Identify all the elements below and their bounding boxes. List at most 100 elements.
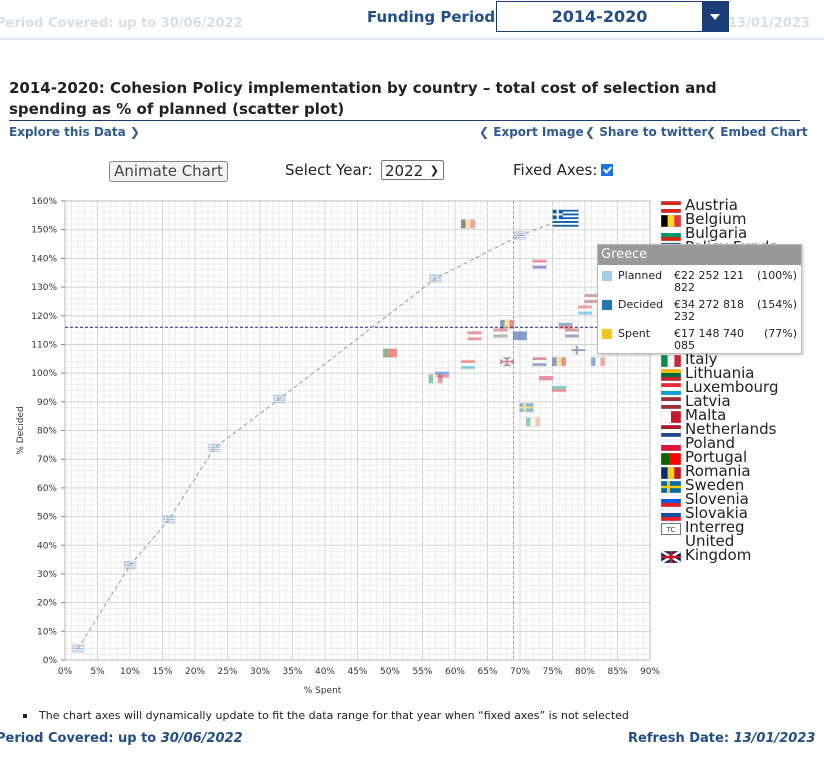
- legend-item-lithuania[interactable]: Lithuania: [658, 364, 824, 382]
- x-tick-label: 80%: [575, 667, 595, 677]
- flag-border: [208, 443, 221, 452]
- flag-field: [513, 331, 527, 341]
- legend-item-latvia[interactable]: Latvia: [658, 392, 824, 410]
- flag-stripe: [163, 517, 175, 519]
- flag-band: [552, 382, 566, 387]
- greece-flag-icon: [273, 394, 286, 404]
- legend-item-luxembourg[interactable]: Luxembourg: [658, 378, 824, 396]
- flag-band: [661, 369, 681, 374]
- flag-canton: [429, 274, 435, 279]
- y-tick-label: 70%: [37, 455, 57, 465]
- legend-item-sweden[interactable]: Sweden: [658, 476, 824, 494]
- share-twitter-link[interactable]: ❮ Share to twitter: [585, 125, 707, 139]
- flag-cross: [124, 563, 129, 564]
- legend-label: Romania: [685, 462, 751, 480]
- legend-flag-group: [661, 397, 681, 409]
- country-point: [525, 417, 541, 427]
- bulgaria-flag-icon: [661, 229, 681, 241]
- hungary-flag-icon: [493, 328, 508, 338]
- legend-item-poland[interactable]: Poland: [658, 434, 824, 452]
- chevron-left-icon: ❮: [479, 125, 490, 139]
- belgium-flag-icon: [661, 215, 681, 227]
- legend-item-malta[interactable]: Malta: [658, 406, 824, 424]
- portugal-flag-icon: [661, 453, 681, 465]
- legend-label: United: [685, 532, 735, 550]
- y-tick-label: 0%: [43, 656, 58, 666]
- flag-band: [552, 388, 566, 393]
- legend-label: Lithuania: [685, 364, 755, 382]
- flag-band: [532, 360, 547, 364]
- legend-item-slovenia[interactable]: Slovenia: [658, 490, 824, 508]
- flag-stripe: [429, 274, 442, 276]
- interreg-icon: TC: [661, 523, 681, 535]
- romania-flag-icon: [499, 319, 515, 330]
- flag-band: [461, 366, 475, 370]
- flag-diag: [499, 356, 515, 368]
- legend-item-romania[interactable]: Romania: [658, 462, 824, 480]
- flag-band: [584, 300, 599, 304]
- embed-chart-link[interactable]: ❮ Embed Chart: [706, 125, 808, 139]
- greece-flag-icon: [123, 561, 137, 570]
- title-divider: [9, 120, 800, 121]
- legend-item-united[interactable]: United: [658, 532, 824, 550]
- legend-item-belgium[interactable]: Belgium: [658, 210, 824, 228]
- x-tick-label: 50%: [380, 667, 400, 677]
- legend-item-interreg[interactable]: TC Interreg: [658, 518, 824, 536]
- legend-label: Belgium: [685, 210, 747, 228]
- legend-item-netherlands[interactable]: Netherlands: [658, 420, 824, 438]
- flag-border: [162, 515, 176, 524]
- x-tick-label: 10%: [120, 667, 140, 677]
- country-point: [564, 328, 580, 338]
- legend-flag-group: [661, 411, 681, 423]
- country-point: [538, 371, 554, 381]
- legend-item-austria[interactable]: Austria: [658, 196, 824, 214]
- footer-refresh: Refresh Date: 13/01/2023: [628, 731, 815, 746]
- greece-trail-point: [162, 515, 176, 524]
- x-tick-label: 70%: [510, 667, 530, 677]
- funding-period-value: 2014-2020: [551, 7, 648, 26]
- legend-item-kingdom[interactable]: Kingdom: [658, 546, 824, 564]
- legend-item-italy[interactable]: Italy: [658, 350, 824, 368]
- legend-item-bulgaria[interactable]: Bulgaria: [658, 224, 824, 242]
- flag-band: [428, 374, 434, 384]
- flag-band: [388, 348, 397, 358]
- greece-tooltip: Greece Planned €22 252 121 822 (100%) De…: [597, 244, 802, 354]
- legend-item-portugal[interactable]: Portugal: [658, 448, 824, 466]
- poland-flag-icon: [538, 371, 554, 381]
- flag-cross: [571, 349, 586, 352]
- legend-flag-group: [661, 369, 681, 381]
- croatia-flag-icon: [532, 259, 547, 269]
- flag-band: [661, 383, 681, 388]
- fixed-axes-checkbox[interactable]: [601, 164, 613, 176]
- flag-cross: [515, 231, 517, 236]
- explore-label: Explore this Data: [9, 125, 126, 139]
- flag-band: [667, 355, 675, 367]
- flag-stripe: [514, 232, 526, 234]
- y-tick-label: 110%: [31, 340, 57, 350]
- chevron-down-icon[interactable]: [702, 2, 728, 31]
- legend-flag-group: [661, 355, 681, 367]
- flag-band: [661, 397, 681, 402]
- legend-flag-group: [661, 425, 681, 437]
- slovenia-flag-icon: [661, 495, 681, 507]
- legend-item-slovakia[interactable]: Slovakia: [658, 504, 824, 522]
- funding-period-select[interactable]: 2014-2020: [496, 1, 729, 32]
- uk-flag-icon: [499, 356, 515, 368]
- legend-flag-group: [661, 383, 681, 395]
- y-tick-label: 20%: [37, 599, 57, 609]
- year-select[interactable]: 2022 ❯: [381, 160, 444, 180]
- flag-stripe: [163, 520, 175, 522]
- flag-cross: [661, 485, 681, 489]
- flag-stripe: [163, 518, 175, 520]
- slovakia-flag-icon: [661, 509, 681, 521]
- flag-stripe: [429, 279, 442, 281]
- tooltip-value-cont: 085: [674, 339, 695, 352]
- animate-chart-button[interactable]: Animate Chart: [109, 161, 228, 182]
- chevron-down-icon: ❯: [429, 164, 439, 177]
- export-image-link[interactable]: ❮ Export Image: [479, 125, 584, 139]
- explore-data-link[interactable]: Explore this Data ❯: [9, 125, 140, 139]
- flag-stripe: [552, 215, 579, 218]
- greece-trail-point: [208, 443, 221, 452]
- flag-band: [433, 374, 439, 384]
- legend-flag-group: [661, 467, 681, 479]
